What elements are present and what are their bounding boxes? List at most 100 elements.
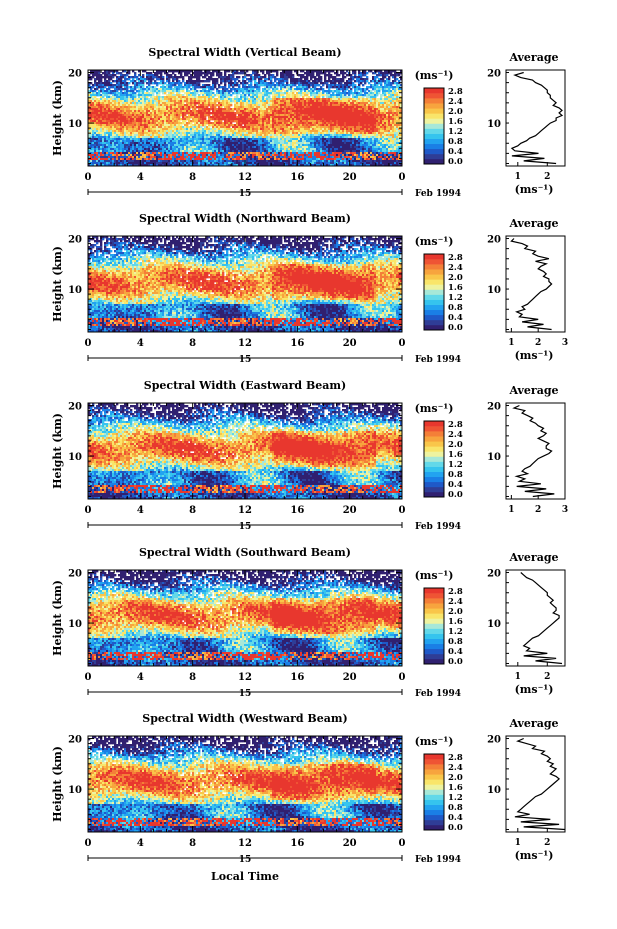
heatmap-cell <box>276 78 278 80</box>
heatmap-cell <box>320 82 322 84</box>
heatmap-cell <box>100 84 102 86</box>
heatmap-cell <box>356 78 358 80</box>
heatmap-cell <box>168 76 170 78</box>
heatmap-cell <box>236 72 238 74</box>
heatmap-cell <box>196 84 198 86</box>
heatmap-cell <box>236 76 238 78</box>
heatmap-cell <box>142 80 144 82</box>
heatmap-cell <box>180 76 182 78</box>
heatmap-cell <box>338 78 340 80</box>
heatmap-cell <box>324 78 326 80</box>
heatmap-cell <box>316 80 318 82</box>
heatmap-cell <box>332 80 334 82</box>
heatmap-cell <box>116 82 118 84</box>
heatmap-cell <box>134 74 136 76</box>
heatmap-cell <box>390 72 392 74</box>
heatmap-cell <box>260 76 262 78</box>
heatmap-cell <box>362 78 364 80</box>
heatmap-cell <box>148 80 150 82</box>
heatmap-cell <box>132 80 134 82</box>
heatmap-cell <box>344 82 346 84</box>
heatmap-cell <box>226 78 228 80</box>
heatmap-cell <box>340 80 342 82</box>
heatmap-cell <box>272 74 274 76</box>
heatmap-cell <box>108 78 110 80</box>
heatmap-cell <box>206 84 208 86</box>
heatmap-cell <box>232 84 234 86</box>
heatmap-cell <box>312 82 314 84</box>
heatmap-cell <box>290 76 292 78</box>
heatmap-cell <box>306 82 308 84</box>
heatmap-cell <box>344 76 346 78</box>
heatmap-cell <box>290 82 292 84</box>
heatmap-cell <box>366 78 368 80</box>
heatmap-cell <box>108 84 110 86</box>
heatmap-cell <box>120 80 122 82</box>
heatmap-cell <box>98 74 100 76</box>
heatmap-cell <box>264 78 266 80</box>
heatmap-cell <box>120 82 122 84</box>
heatmap-cell <box>110 82 112 84</box>
heatmap-cell <box>398 74 400 76</box>
heatmap-cell <box>306 84 308 86</box>
heatmap-cell <box>332 78 334 80</box>
heatmap-cell <box>342 78 344 80</box>
heatmap-cell <box>306 72 308 74</box>
heatmap-cell <box>352 72 354 74</box>
heatmap-cell <box>268 72 270 74</box>
heatmap-cell <box>266 84 268 86</box>
heatmap-cell <box>262 80 264 82</box>
heatmap-cell <box>366 76 368 78</box>
heatmap-cell <box>332 82 334 84</box>
heatmap-cell <box>386 82 388 84</box>
heatmap-cell <box>256 84 258 86</box>
heatmap-cell <box>192 82 194 84</box>
heatmap-cell <box>126 74 128 76</box>
heatmap-cell <box>94 74 96 76</box>
heatmap-cell <box>298 80 300 82</box>
heatmap-cell <box>220 72 222 74</box>
heatmap-cell <box>180 72 182 74</box>
heatmap-cell <box>220 74 222 76</box>
heatmap-cell <box>204 76 206 78</box>
heatmap-cell <box>190 80 192 82</box>
heatmap-cell <box>342 72 344 74</box>
heatmap-cell <box>160 80 162 82</box>
heatmap-cell <box>324 80 326 82</box>
heatmap-cell <box>280 78 282 80</box>
heatmap-cell <box>254 78 256 80</box>
heatmap-cell <box>278 80 280 82</box>
heatmap-cell <box>94 84 96 86</box>
heatmap-cell <box>222 80 224 82</box>
heatmap-cell <box>152 74 154 76</box>
heatmap-cell <box>208 80 210 82</box>
heatmap-cell <box>194 74 196 76</box>
heatmap-cell <box>122 74 124 76</box>
heatmap-cell <box>308 74 310 76</box>
heatmap-cell <box>198 80 200 82</box>
heatmap-cell <box>154 82 156 84</box>
heatmap-cell <box>116 78 118 80</box>
heatmap-cell <box>222 76 224 78</box>
heatmap-cell <box>392 82 394 84</box>
heatmap-cell <box>286 82 288 84</box>
heatmap-cell <box>392 76 394 78</box>
heatmap-cell <box>178 80 180 82</box>
heatmap-cell <box>302 80 304 82</box>
heatmap-cell <box>160 72 162 74</box>
heatmap-cell <box>250 78 252 80</box>
heatmap-cell <box>388 80 390 82</box>
heatmap-cell <box>104 78 106 80</box>
heatmap-cell <box>274 78 276 80</box>
heatmap-cell <box>170 74 172 76</box>
heatmap-cell <box>276 82 278 84</box>
heatmap-cell <box>202 80 204 82</box>
heatmap-cell <box>224 72 226 74</box>
heatmap-cell <box>364 78 366 80</box>
heatmap-cell <box>320 76 322 78</box>
heatmap-cell <box>214 80 216 82</box>
heatmap-cell <box>224 82 226 84</box>
heatmap-cell <box>316 84 318 86</box>
heatmap-cell <box>350 82 352 84</box>
heatmap-cell <box>330 80 332 82</box>
